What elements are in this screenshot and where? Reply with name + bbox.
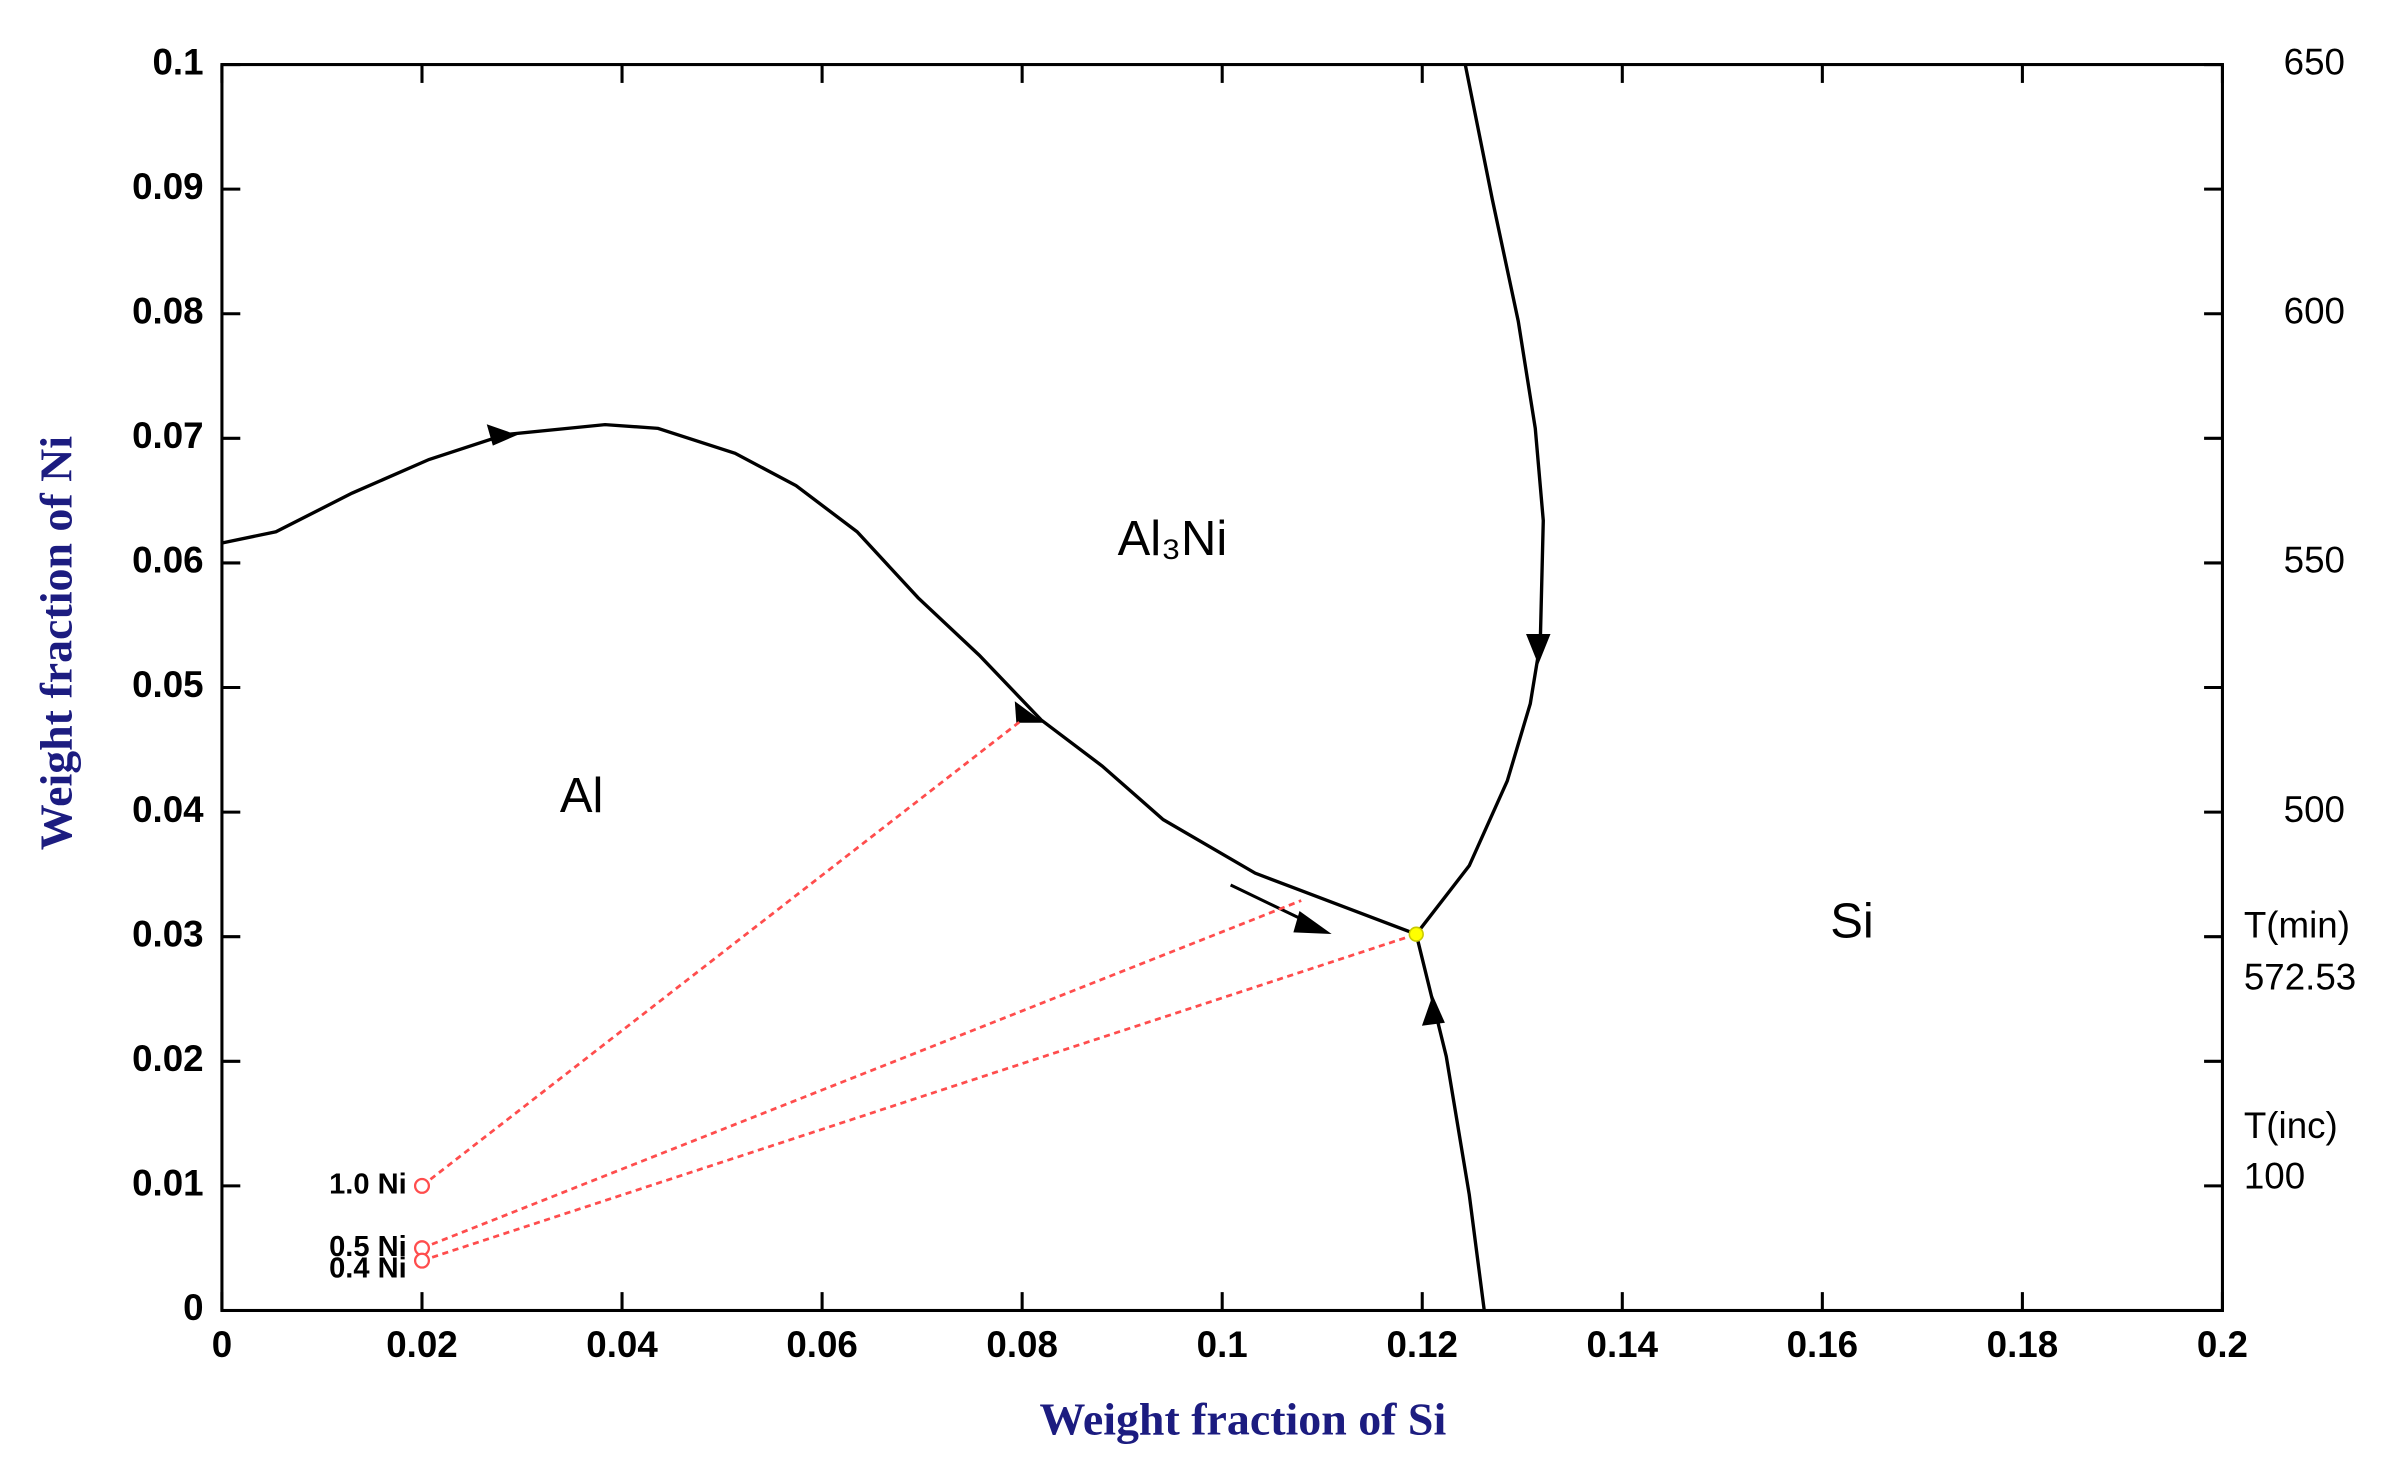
- y-axis-title: Weight fraction of Ni: [31, 436, 82, 851]
- x-tick-label: 0: [212, 1324, 232, 1365]
- x-tick-label: 0.18: [1987, 1324, 2058, 1365]
- y-tick-label: 0.03: [132, 913, 203, 954]
- alloy-label: 0.5 Ni: [329, 1231, 407, 1263]
- direction-arrows: [486, 424, 1551, 1026]
- alloy-point: [413, 1252, 431, 1269]
- alloy-point: [413, 1177, 431, 1194]
- annotation-label: T(inc): [2244, 1105, 2338, 1146]
- region-label: Al₃Ni: [1118, 512, 1228, 566]
- eutectic-point: [1408, 926, 1424, 942]
- x-tick-label: 0.04: [586, 1324, 658, 1365]
- phase-boundary: [1414, 64, 1545, 936]
- arrow: [1293, 910, 1332, 934]
- x-tick-label: 0.06: [786, 1324, 857, 1365]
- y2-tick-label: 600: [2284, 290, 2345, 331]
- y-tick-label: 0.07: [132, 415, 203, 456]
- y2-tick-label: 550: [2284, 540, 2345, 581]
- x-tick-label: 0.16: [1787, 1324, 1858, 1365]
- region-label: Si: [1830, 895, 1874, 949]
- y-tick-label: 0.02: [132, 1038, 203, 1079]
- x-tick-label: 0.12: [1387, 1324, 1458, 1365]
- x-tick-label: 0.14: [1587, 1324, 1659, 1365]
- phase-boundary: [1414, 933, 1486, 1311]
- plot-frame: [220, 63, 2224, 1313]
- x-tick-label: 0.1: [1197, 1324, 1248, 1365]
- y-tick-label: 0.1: [153, 41, 204, 82]
- alloy-label: 1.0 Ni: [329, 1169, 407, 1201]
- annotation-value: 100: [2244, 1156, 2305, 1197]
- y-tick-label: 0.06: [132, 540, 203, 581]
- arrow-shaft: [1229, 883, 1311, 925]
- tie-line: [421, 718, 1023, 1187]
- region-label: Al: [560, 769, 604, 823]
- y2-tick-label: 650: [2284, 41, 2345, 82]
- y-tick-label: 0.09: [132, 166, 203, 207]
- x-tick-label: 0.2: [2197, 1324, 2248, 1365]
- x-tick-label: 0.08: [986, 1324, 1057, 1365]
- x-tick-label: 0.02: [386, 1324, 457, 1365]
- annotation-label: T(min): [2244, 905, 2350, 946]
- x-axis-title: Weight fraction of Si: [1039, 1393, 1446, 1444]
- y-tick-label: 0.01: [132, 1163, 203, 1204]
- y-tick-label: 0.05: [132, 664, 203, 705]
- y2-tick-label: 500: [2284, 789, 2345, 830]
- alloy-label: 0.4 Ni: [329, 1253, 407, 1285]
- phase-boundary: [221, 422, 1417, 936]
- tie-line: [421, 899, 1302, 1250]
- y-tick-label: 0.08: [132, 290, 203, 331]
- tie-line: [421, 932, 1417, 1262]
- annotation-value: 572.53: [2244, 957, 2356, 998]
- y-tick-label: 0.04: [132, 789, 204, 830]
- y-tick-label: 0: [183, 1287, 203, 1328]
